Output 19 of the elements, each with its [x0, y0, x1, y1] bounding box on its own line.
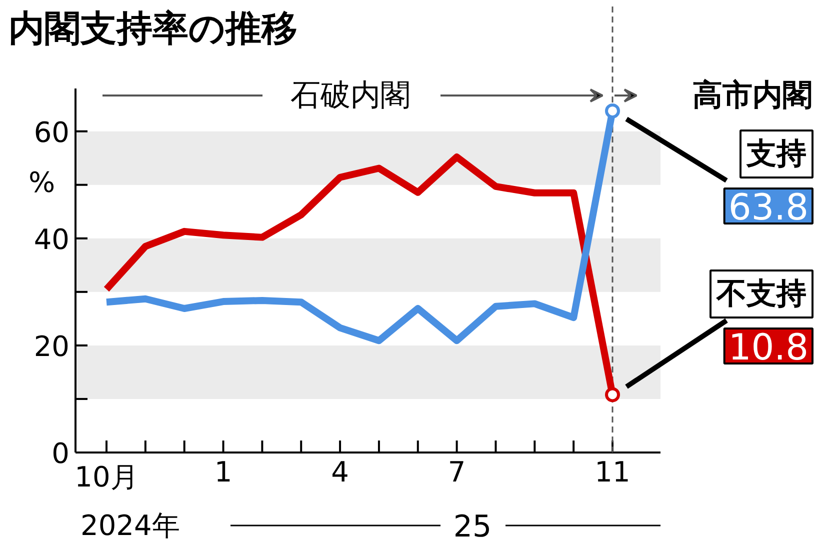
y-tick-label: 40 [34, 222, 70, 256]
data-label: 10.8 [728, 328, 808, 368]
y-tick-label: 60 [34, 116, 70, 149]
text: 2024年 [80, 509, 180, 542]
text: 高市内閣 [692, 78, 812, 113]
y-tick-label: 0 [52, 437, 70, 470]
text: 支持 [746, 136, 806, 172]
x-tick-label: 4 [331, 456, 349, 488]
x-tick-label: 11 [594, 456, 630, 488]
y-axis-title: % [28, 166, 56, 199]
y-tick-label: 20 [34, 330, 70, 363]
annotation: 石破内閣 [290, 78, 410, 113]
x-tick-label: 7 [448, 456, 466, 488]
text: 25 [453, 510, 492, 544]
chart-title: 内閣支持率の推移 [8, 8, 298, 50]
text: 不支持 [716, 276, 806, 312]
data-label: 63.8 [728, 188, 808, 228]
x-tick-label: 10月 [74, 460, 138, 494]
x-tick-label: 1 [214, 456, 232, 488]
